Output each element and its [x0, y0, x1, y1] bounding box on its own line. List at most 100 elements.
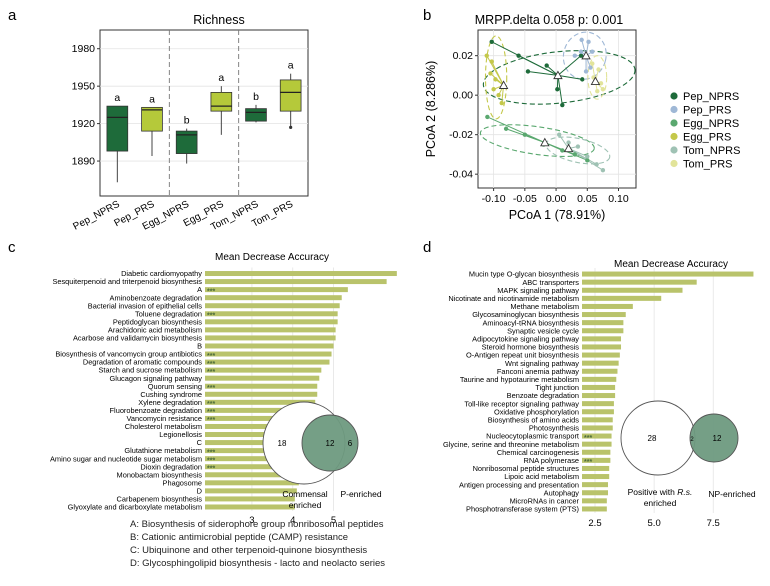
box-egg_prs — [210, 92, 233, 112]
point-egg_prs — [493, 77, 498, 82]
panel-c-bars — [205, 271, 397, 510]
bar — [582, 449, 611, 455]
panel-b-ellipses — [479, 31, 636, 165]
footnote-b: B: Cationic antimicrobial peptide (CAMP)… — [130, 532, 349, 543]
box-pep_nprs — [106, 105, 129, 152]
spoke-tom_nprs — [558, 134, 569, 149]
category-label: Vancomycin resistance — [127, 414, 202, 423]
centroid-pep_nprs — [553, 70, 563, 80]
point-pep_nprs — [489, 39, 494, 45]
significance-stars: *** — [207, 401, 215, 408]
category-label: Legionellosis — [159, 430, 202, 439]
x-tick-label: Pep_NPRS — [71, 199, 122, 233]
venn-count-right: 12 — [713, 434, 722, 443]
point-tom_prs — [590, 61, 595, 66]
bar — [205, 480, 299, 486]
significance-stars: *** — [207, 417, 215, 424]
category-label: Cushing syndrome — [140, 390, 202, 399]
point-pep_nprs — [560, 102, 565, 108]
category-label: Aminoacyl-tRNA biosynthesis — [482, 318, 579, 327]
outlier-point — [289, 125, 293, 129]
category-label: Adipocytokine signaling pathway — [472, 334, 579, 343]
panel-b-plot-frame — [477, 29, 637, 189]
point-egg_prs — [496, 92, 501, 98]
category-label: Glycosaminoglycan biosynthesis — [472, 310, 579, 319]
x-tick-label: -0.10 — [482, 193, 506, 205]
panel-a-boxes: a a b a b a — [106, 60, 302, 183]
significance-stars: *** — [584, 459, 592, 466]
panel-d-title: Mean Decrease Accuracy — [614, 259, 728, 270]
point-pep_prs — [578, 49, 584, 54]
point-pep_nprs — [525, 69, 531, 74]
point-pep_prs — [586, 39, 591, 45]
y-tick-label: 0.00 — [453, 90, 474, 102]
bar — [582, 401, 614, 407]
panel-b-pcoa-scatter: MRPP.delta 0.058 p: 0.001 -0.10 -0.05 0.00… — [424, 13, 740, 222]
bar — [205, 351, 332, 357]
panel-b-points — [484, 37, 606, 173]
x-tick-label: -0.05 — [513, 193, 537, 205]
bar — [205, 472, 303, 478]
bar — [205, 423, 312, 429]
bar — [205, 295, 342, 301]
bar — [205, 287, 348, 293]
significance-stars: *** — [207, 313, 215, 320]
venn-count-right: 6 — [348, 439, 353, 448]
category-label: Lipoic acid metabolism — [504, 472, 579, 481]
y-tick-label: -0.04 — [449, 169, 473, 181]
legend-label: Pep_NPRS — [683, 91, 739, 103]
venn-label-left: enriched — [644, 498, 677, 508]
category-label: Chemical carcinogenesis — [497, 448, 579, 457]
legend-swatch — [670, 146, 678, 154]
box-egg_nprs — [175, 130, 198, 154]
point-egg_nprs — [585, 158, 590, 163]
legend-label: Tom_PRS — [683, 159, 733, 171]
point-pep_prs — [572, 53, 577, 58]
category-label: D — [197, 486, 202, 495]
venn-count-both: 2 — [690, 437, 694, 443]
venn-label-left: enriched — [289, 500, 322, 510]
category-label: Nonribosomal peptide structures — [473, 464, 580, 473]
panel-a-plot-frame — [99, 29, 309, 197]
category-label: Oxidative phosphorylation — [494, 407, 579, 416]
significance-stars: *** — [207, 409, 215, 416]
point-egg_prs — [491, 87, 496, 92]
y-tick-label: -0.02 — [449, 129, 473, 141]
panel-d-bar-chart: Mean Decrease Accuracy Mucin type O-glyc… — [443, 259, 756, 529]
panel-a-grid — [100, 48, 308, 162]
spoke-egg_prs — [491, 61, 505, 86]
bar — [205, 367, 322, 373]
bar — [582, 320, 624, 326]
x-tick-label: 7.5 — [707, 518, 720, 529]
x-tick-label: 0.00 — [546, 193, 567, 205]
category-label: Acarbose and validamycin biosynthesis — [73, 334, 202, 343]
category-label: Xylene degradation — [138, 398, 202, 407]
legend-swatch — [670, 119, 678, 127]
point-tom_prs — [596, 67, 601, 72]
bar — [205, 488, 297, 494]
category-label: Diabetic cardiomyopathy — [121, 269, 202, 278]
significance-stars: *** — [207, 288, 215, 295]
category-label: C — [197, 438, 203, 447]
significance-stars: *** — [207, 353, 215, 360]
venn-count-left: 28 — [648, 434, 657, 443]
bar — [205, 448, 305, 454]
bar — [205, 440, 308, 446]
centroid-tom_nprs — [563, 143, 574, 153]
bar — [582, 352, 620, 358]
category-label: Tight junction — [535, 383, 579, 392]
point-tom_prs — [595, 89, 600, 94]
panel-a-separators — [168, 30, 240, 196]
panel-a-x-ticks: Pep_NPRSPep_PRSEgg_NPRSEgg_PRSTom_NPRSTo… — [71, 199, 295, 233]
bar — [205, 359, 330, 365]
point-tom_prs — [600, 87, 606, 92]
x-tick-label: 3 — [249, 515, 254, 526]
point-pep_nprs — [580, 77, 585, 82]
bar — [205, 456, 305, 462]
category-label: Biosynthesis of amino acids — [488, 415, 580, 424]
venn-circle-p-enriched — [301, 414, 359, 472]
category-label: Mucin type O-glycan biosynthesis — [469, 270, 579, 279]
